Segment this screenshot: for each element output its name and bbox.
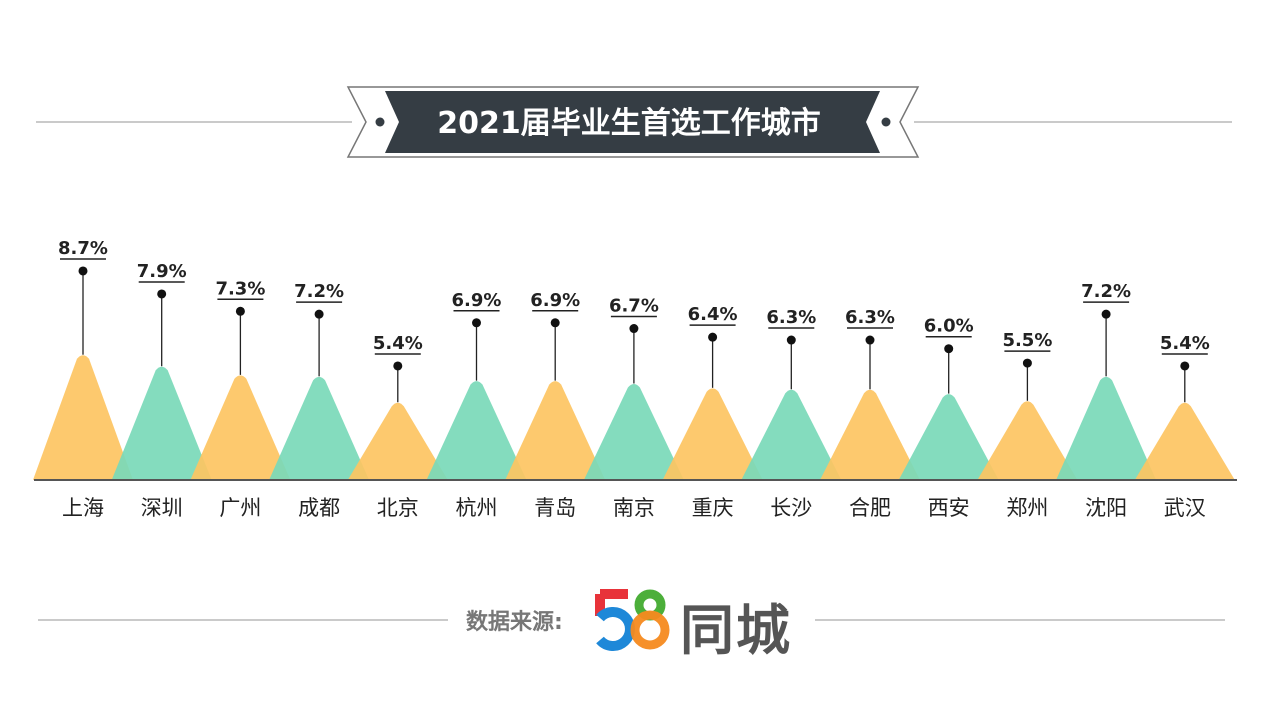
chart-title: 2021届毕业生首选工作城市 xyxy=(437,106,821,141)
value-dot xyxy=(1101,309,1111,319)
value-label: 6.3% xyxy=(766,307,816,328)
bar-peak xyxy=(190,375,291,480)
value-dot xyxy=(157,289,167,299)
value-label: 6.3% xyxy=(845,307,895,328)
value-label: 7.2% xyxy=(294,281,344,302)
category-label: 青岛 xyxy=(534,496,576,520)
title-ribbon xyxy=(385,91,880,153)
value-dot xyxy=(786,335,796,345)
category-label: 郑州 xyxy=(1006,496,1048,520)
value-dot xyxy=(1022,358,1032,368)
value-dot xyxy=(78,266,88,276)
bar-peak xyxy=(662,388,763,480)
value-dot xyxy=(550,318,560,328)
category-label: 上海 xyxy=(62,496,104,520)
category-label: 重庆 xyxy=(692,496,734,520)
title-dot-right xyxy=(881,117,891,127)
value-label: 7.9% xyxy=(137,261,187,282)
bar-peak xyxy=(269,376,370,480)
bar-peak xyxy=(741,389,842,480)
bar-peak xyxy=(33,355,133,480)
value-dot xyxy=(944,344,954,354)
value-dot xyxy=(314,309,324,319)
value-dot xyxy=(708,332,718,342)
value-label: 8.7% xyxy=(58,238,108,259)
value-label: 6.9% xyxy=(530,290,580,311)
bar-peak xyxy=(898,394,999,480)
value-label: 5.5% xyxy=(1002,330,1052,351)
value-dot xyxy=(472,318,481,328)
category-label: 西安 xyxy=(928,496,970,520)
bar-peak xyxy=(820,389,920,480)
value-label: 5.4% xyxy=(373,333,423,354)
category-label: 成都 xyxy=(298,496,340,520)
value-label: 7.3% xyxy=(215,278,265,299)
bar-peak xyxy=(977,401,1078,480)
value-dot xyxy=(865,335,875,345)
value-label: 6.7% xyxy=(609,296,659,317)
value-label: 6.4% xyxy=(688,304,738,325)
category-label: 杭州 xyxy=(456,496,498,520)
source-label: 数据来源: xyxy=(466,610,563,635)
bar-peak xyxy=(1134,402,1235,480)
bar-peak xyxy=(111,366,212,480)
value-label: 7.2% xyxy=(1081,281,1131,302)
category-label: 武汉 xyxy=(1164,496,1206,520)
value-dot xyxy=(629,324,639,334)
value-dot xyxy=(235,306,245,316)
value-label: 6.0% xyxy=(924,316,974,337)
value-dot xyxy=(393,361,403,371)
category-label: 南京 xyxy=(613,496,655,520)
bar-peak xyxy=(505,381,606,480)
category-label: 深圳 xyxy=(141,496,183,520)
category-label: 合肥 xyxy=(849,496,891,520)
value-dot xyxy=(1180,361,1190,371)
58-logo-icon xyxy=(595,589,670,651)
logo-text: 同城 xyxy=(680,599,792,662)
bar-peak xyxy=(347,402,448,480)
category-label: 沈阳 xyxy=(1085,496,1127,520)
category-label: 北京 xyxy=(377,496,419,520)
title-dot-left xyxy=(375,117,385,127)
category-label: 广州 xyxy=(219,496,261,520)
category-label: 长沙 xyxy=(770,496,812,520)
value-label: 6.9% xyxy=(452,290,502,311)
value-label: 5.4% xyxy=(1160,333,1210,354)
bar-peak xyxy=(1056,376,1157,480)
bar-peak xyxy=(583,384,684,480)
bar-peak xyxy=(426,381,527,480)
